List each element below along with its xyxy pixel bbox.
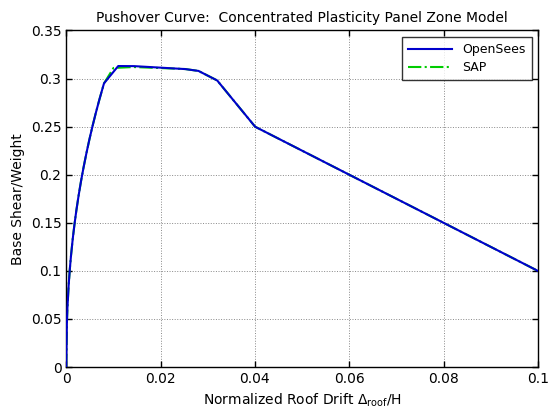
Legend: OpenSees, SAP: OpenSees, SAP xyxy=(402,37,531,80)
SAP xyxy=(92,113,99,118)
Title: Pushover Curve:  Concentrated Plasticity Panel Zone Model: Pushover Curve: Concentrated Plasticity … xyxy=(96,11,508,25)
OpenSees xyxy=(421,210,428,215)
Y-axis label: Base Shear/Weight: Base Shear/Weight xyxy=(11,133,25,265)
OpenSees xyxy=(350,174,357,179)
SAP xyxy=(364,181,371,186)
OpenSees xyxy=(337,168,344,173)
OpenSees xyxy=(470,235,477,240)
SAP xyxy=(421,210,428,215)
SAP xyxy=(350,174,357,179)
OpenSees xyxy=(63,365,69,370)
SAP xyxy=(470,235,477,240)
OpenSees xyxy=(115,63,122,68)
Line: OpenSees: OpenSees xyxy=(66,66,538,367)
OpenSees xyxy=(535,268,542,273)
OpenSees xyxy=(92,113,99,118)
OpenSees xyxy=(364,181,371,186)
SAP xyxy=(337,168,344,173)
SAP xyxy=(129,65,136,70)
X-axis label: Normalized Roof Drift $\Delta_{\rm roof}$/H: Normalized Roof Drift $\Delta_{\rm roof}… xyxy=(203,391,402,409)
SAP xyxy=(63,365,69,370)
Line: SAP: SAP xyxy=(66,67,538,367)
SAP xyxy=(535,268,542,273)
